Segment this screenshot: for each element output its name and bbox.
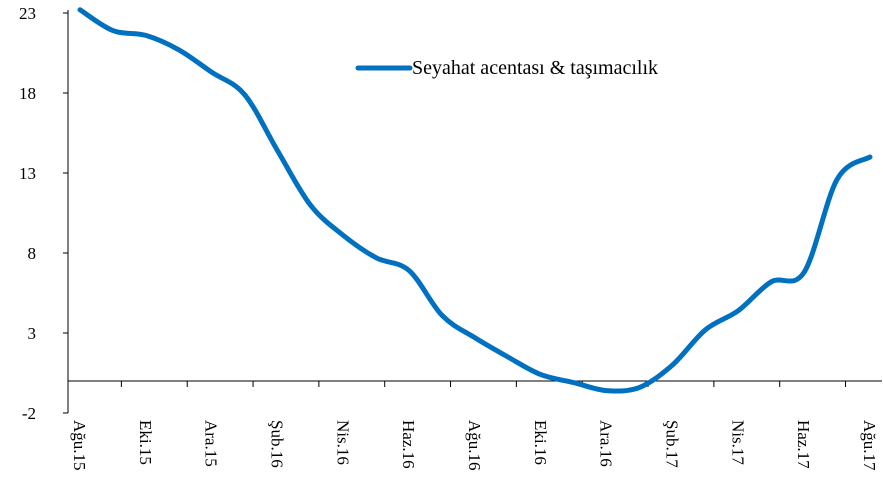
x-tick-label: Ağu.16 bbox=[465, 420, 484, 471]
x-tick-label: Ağu.15 bbox=[70, 420, 89, 471]
y-tick-label: 8 bbox=[28, 244, 37, 263]
y-tick-label: 13 bbox=[19, 164, 36, 183]
x-tick-label: Şub.17 bbox=[663, 420, 682, 468]
legend-label: Seyahat acentası & taşımacılık bbox=[412, 57, 658, 79]
x-tick-label: Eki.15 bbox=[136, 420, 155, 465]
x-tick-label: Eki.16 bbox=[531, 420, 550, 465]
x-tick-label: Haz.17 bbox=[794, 420, 813, 469]
y-tick-label: 18 bbox=[19, 84, 36, 103]
y-tick-label: 23 bbox=[19, 4, 36, 23]
y-tick-label: -2 bbox=[22, 404, 36, 423]
x-tick-label: Ara.15 bbox=[202, 420, 221, 467]
x-tick-label: Şub.16 bbox=[268, 420, 287, 468]
x-tick-label: Nis.17 bbox=[728, 420, 747, 465]
y-tick-label: 3 bbox=[28, 324, 37, 343]
x-tick-label: Ağu.17 bbox=[860, 420, 879, 471]
x-tick-label: Nis.16 bbox=[333, 420, 352, 465]
x-tick-label: Haz.16 bbox=[399, 420, 418, 469]
line bbox=[77, 7, 873, 394]
x-tick-label: Ara.16 bbox=[597, 420, 616, 467]
